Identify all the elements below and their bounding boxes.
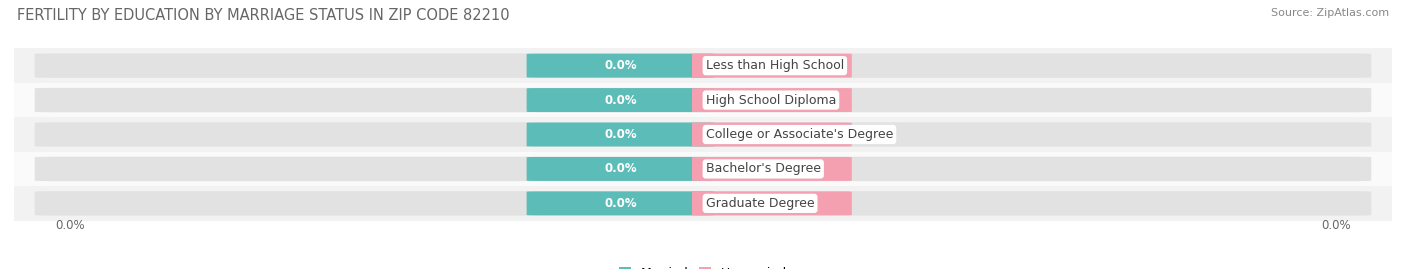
- Bar: [14, 152, 1392, 186]
- Text: High School Diploma: High School Diploma: [706, 94, 837, 107]
- FancyBboxPatch shape: [35, 88, 1371, 112]
- FancyBboxPatch shape: [692, 54, 852, 78]
- FancyBboxPatch shape: [35, 54, 1371, 78]
- Bar: [14, 117, 1392, 152]
- FancyBboxPatch shape: [35, 122, 1371, 147]
- Text: Less than High School: Less than High School: [706, 59, 844, 72]
- FancyBboxPatch shape: [692, 191, 852, 215]
- Text: 0.0%: 0.0%: [605, 59, 637, 72]
- Text: Graduate Degree: Graduate Degree: [706, 197, 814, 210]
- FancyBboxPatch shape: [527, 122, 714, 147]
- Text: Source: ZipAtlas.com: Source: ZipAtlas.com: [1271, 8, 1389, 18]
- Text: 0.0%: 0.0%: [605, 197, 637, 210]
- Text: Bachelor's Degree: Bachelor's Degree: [706, 162, 821, 175]
- Text: 0.0%: 0.0%: [605, 162, 637, 175]
- Text: 0.0%: 0.0%: [1322, 219, 1351, 232]
- Text: 0.0%: 0.0%: [55, 219, 84, 232]
- Text: 0.0%: 0.0%: [755, 197, 789, 210]
- Text: 0.0%: 0.0%: [755, 94, 789, 107]
- Text: 0.0%: 0.0%: [605, 94, 637, 107]
- FancyBboxPatch shape: [527, 157, 714, 181]
- Text: 0.0%: 0.0%: [605, 128, 637, 141]
- FancyBboxPatch shape: [692, 88, 852, 112]
- Text: 0.0%: 0.0%: [755, 162, 789, 175]
- Text: College or Associate's Degree: College or Associate's Degree: [706, 128, 893, 141]
- FancyBboxPatch shape: [527, 54, 714, 78]
- FancyBboxPatch shape: [527, 88, 714, 112]
- Text: 0.0%: 0.0%: [755, 128, 789, 141]
- FancyBboxPatch shape: [692, 157, 852, 181]
- FancyBboxPatch shape: [35, 191, 1371, 215]
- Legend: Married, Unmarried: Married, Unmarried: [619, 267, 787, 269]
- FancyBboxPatch shape: [692, 122, 852, 147]
- Bar: [14, 48, 1392, 83]
- FancyBboxPatch shape: [35, 157, 1371, 181]
- FancyBboxPatch shape: [527, 191, 714, 215]
- Bar: [14, 83, 1392, 117]
- Bar: [14, 186, 1392, 221]
- Text: FERTILITY BY EDUCATION BY MARRIAGE STATUS IN ZIP CODE 82210: FERTILITY BY EDUCATION BY MARRIAGE STATU…: [17, 8, 509, 23]
- Text: 0.0%: 0.0%: [755, 59, 789, 72]
